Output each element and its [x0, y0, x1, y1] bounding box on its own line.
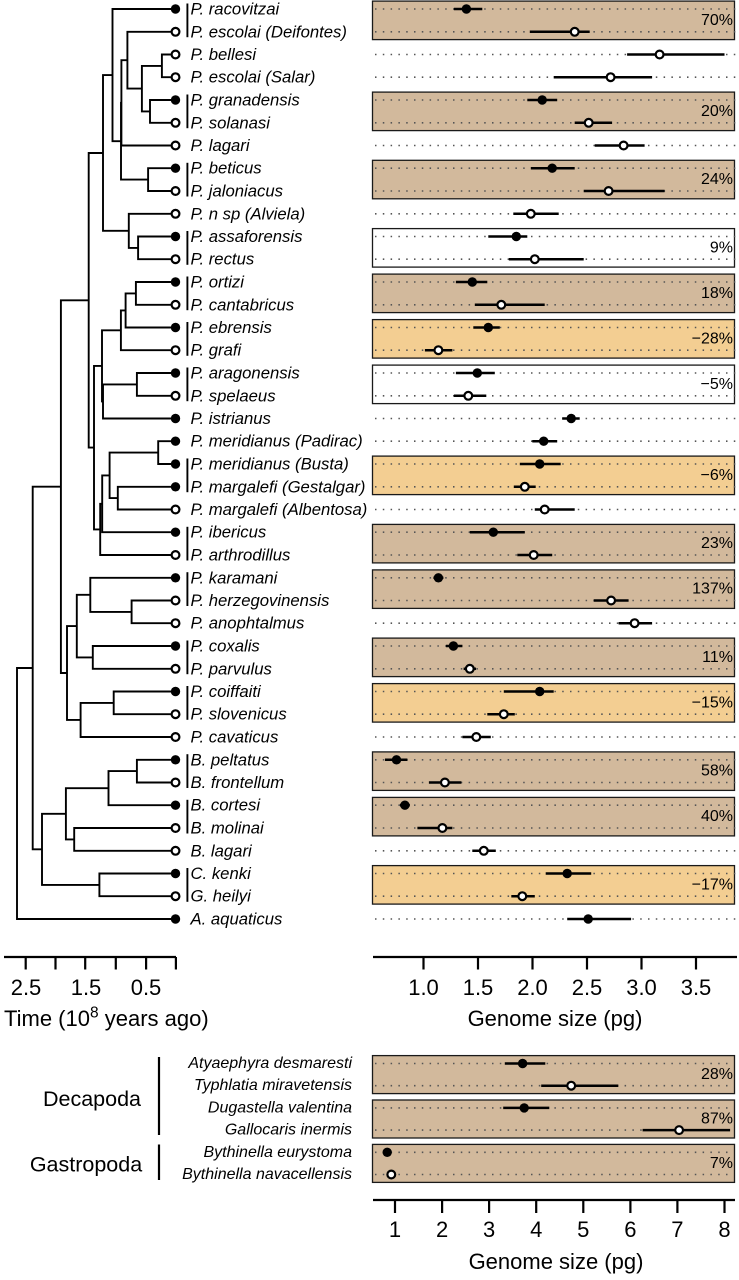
svg-text:P. beticus: P. beticus — [191, 159, 262, 178]
svg-text:58%: 58% — [701, 763, 733, 780]
svg-text:3.5: 3.5 — [681, 975, 712, 1000]
svg-text:8: 8 — [718, 1217, 730, 1242]
svg-text:P. racovitzai: P. racovitzai — [191, 0, 281, 19]
svg-text:−28%: −28% — [692, 330, 733, 347]
svg-text:P. granadensis: P. granadensis — [191, 91, 300, 110]
svg-text:P. solanasi: P. solanasi — [191, 113, 272, 132]
svg-text:P. herzegovinensis: P. herzegovinensis — [191, 591, 330, 610]
svg-text:P. ebrensis: P. ebrensis — [191, 318, 272, 337]
svg-text:G. heilyi: G. heilyi — [191, 887, 253, 906]
svg-text:P. n sp (Alviela): P. n sp (Alviela) — [191, 204, 306, 223]
svg-text:3: 3 — [483, 1217, 495, 1242]
svg-text:137%: 137% — [692, 581, 733, 598]
svg-text:2.5: 2.5 — [11, 975, 42, 1000]
svg-text:C. kenki: C. kenki — [191, 864, 253, 883]
svg-text:P. anophtalmus: P. anophtalmus — [191, 614, 305, 633]
svg-text:P. jaloniacus: P. jaloniacus — [191, 182, 283, 201]
svg-text:40%: 40% — [701, 808, 733, 825]
svg-text:18%: 18% — [701, 285, 733, 302]
svg-text:23%: 23% — [701, 535, 733, 552]
svg-text:P. rectus: P. rectus — [191, 250, 255, 269]
svg-text:A. aquaticus: A. aquaticus — [190, 910, 283, 929]
svg-text:87%: 87% — [701, 1111, 733, 1128]
svg-text:P. meridianus (Busta): P. meridianus (Busta) — [191, 455, 349, 474]
svg-text:P. bellesi: P. bellesi — [191, 45, 258, 64]
svg-text:Atyaephyra desmaresti: Atyaephyra desmaresti — [187, 1055, 352, 1072]
svg-text:1.5: 1.5 — [71, 975, 102, 1000]
svg-text:−5%: −5% — [701, 376, 733, 393]
svg-text:3.0: 3.0 — [626, 975, 657, 1000]
svg-text:P. karamani: P. karamani — [191, 568, 279, 587]
svg-text:B. frontellum: B. frontellum — [191, 773, 285, 792]
svg-text:Decapoda: Decapoda — [43, 1087, 141, 1111]
svg-text:20%: 20% — [701, 103, 733, 120]
svg-text:P. grafi: P. grafi — [191, 341, 243, 360]
svg-text:6: 6 — [624, 1217, 636, 1242]
svg-text:B. peltatus: B. peltatus — [191, 750, 270, 769]
svg-text:P. meridianus (Padirac): P. meridianus (Padirac) — [191, 432, 363, 451]
svg-text:P. slovenicus: P. slovenicus — [191, 705, 287, 724]
svg-text:B. molinai: B. molinai — [191, 819, 266, 838]
svg-text:P. escolai (Salar): P. escolai (Salar) — [191, 68, 316, 87]
svg-text:5: 5 — [577, 1217, 589, 1242]
svg-text:−17%: −17% — [692, 876, 733, 893]
svg-text:Bythinella navacellensis: Bythinella navacellensis — [182, 1166, 352, 1183]
svg-text:70%: 70% — [701, 12, 733, 29]
svg-text:2: 2 — [436, 1217, 448, 1242]
svg-text:Gastropoda: Gastropoda — [30, 1152, 142, 1176]
svg-text:Genome size (pg): Genome size (pg) — [469, 1249, 644, 1274]
svg-text:Gallocaris inermis: Gallocaris inermis — [225, 1122, 352, 1139]
svg-text:7: 7 — [671, 1217, 683, 1242]
svg-text:P. coiffaiti: P. coiffaiti — [191, 682, 262, 701]
svg-text:1: 1 — [389, 1217, 401, 1242]
svg-text:P. arthrodillus: P. arthrodillus — [191, 546, 291, 565]
svg-text:1.0: 1.0 — [408, 975, 439, 1000]
svg-text:1.5: 1.5 — [463, 975, 494, 1000]
svg-text:P. cantabricus: P. cantabricus — [191, 295, 295, 314]
svg-text:P. coxalis: P. coxalis — [191, 637, 260, 656]
svg-text:Genome size (pg): Genome size (pg) — [468, 1006, 643, 1031]
svg-text:11%: 11% — [702, 649, 733, 666]
svg-text:7%: 7% — [710, 1155, 733, 1172]
svg-text:P. assaforensis: P. assaforensis — [191, 227, 303, 246]
svg-text:P. cavaticus: P. cavaticus — [191, 728, 279, 747]
svg-text:Bythinella eurystoma: Bythinella eurystoma — [203, 1144, 352, 1161]
svg-text:P. ibericus: P. ibericus — [191, 523, 267, 542]
svg-text:2.5: 2.5 — [572, 975, 603, 1000]
svg-text:−15%: −15% — [692, 694, 733, 711]
svg-text:9%: 9% — [710, 239, 733, 256]
svg-text:P. ortizi: P. ortizi — [191, 273, 246, 292]
svg-text:Dugastella valentina: Dugastella valentina — [208, 1099, 352, 1116]
svg-text:Typhlatia miravetensis: Typhlatia miravetensis — [194, 1077, 352, 1094]
svg-text:P. aragonensis: P. aragonensis — [191, 364, 300, 383]
svg-text:28%: 28% — [701, 1066, 733, 1083]
svg-text:P. istrianus: P. istrianus — [191, 409, 271, 428]
svg-text:P. parvulus: P. parvulus — [191, 659, 272, 678]
svg-text:0.5: 0.5 — [131, 975, 162, 1000]
svg-text:B. cortesi: B. cortesi — [191, 796, 262, 815]
svg-text:4: 4 — [530, 1217, 542, 1242]
svg-text:−6%: −6% — [701, 467, 733, 484]
svg-text:B. lagari: B. lagari — [191, 841, 254, 860]
svg-text:P. escolai (Deifontes): P. escolai (Deifontes) — [191, 22, 347, 41]
svg-text:Time (108 years ago): Time (108 years ago) — [4, 1005, 209, 1032]
svg-text:2.0: 2.0 — [517, 975, 548, 1000]
svg-text:P. spelaeus: P. spelaeus — [191, 386, 276, 405]
svg-text:P. margalefi (Gestalgar): P. margalefi (Gestalgar) — [191, 477, 366, 496]
svg-text:24%: 24% — [701, 171, 733, 188]
svg-text:P. lagari: P. lagari — [191, 136, 251, 155]
svg-text:P. margalefi (Albentosa): P. margalefi (Albentosa) — [191, 500, 368, 519]
